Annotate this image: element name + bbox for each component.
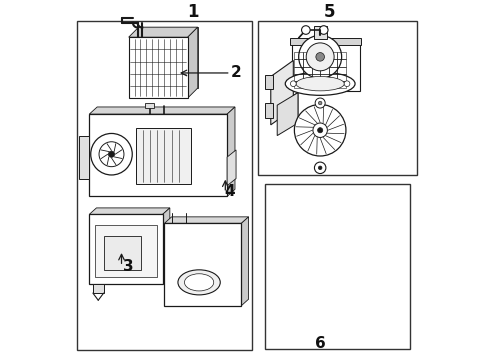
Bar xyxy=(329,67,337,74)
Polygon shape xyxy=(139,27,198,88)
Polygon shape xyxy=(78,136,89,179)
Bar xyxy=(337,74,346,81)
Bar xyxy=(303,81,312,88)
Circle shape xyxy=(108,151,115,157)
Polygon shape xyxy=(188,27,198,98)
Ellipse shape xyxy=(178,270,220,295)
Bar xyxy=(320,81,329,88)
Bar xyxy=(312,81,320,88)
Circle shape xyxy=(299,35,342,78)
Polygon shape xyxy=(227,150,236,186)
Polygon shape xyxy=(290,38,361,45)
Polygon shape xyxy=(93,284,103,293)
Bar xyxy=(165,223,242,306)
Bar xyxy=(95,225,157,277)
Bar xyxy=(265,103,272,118)
Bar xyxy=(337,59,346,67)
Bar xyxy=(329,74,337,81)
Bar xyxy=(337,67,346,74)
Bar xyxy=(265,75,272,89)
Bar xyxy=(337,52,346,59)
Circle shape xyxy=(316,53,324,61)
Polygon shape xyxy=(129,27,198,37)
Ellipse shape xyxy=(285,72,355,95)
Bar xyxy=(337,81,346,88)
Bar xyxy=(329,81,337,88)
Text: 1: 1 xyxy=(187,3,199,21)
Circle shape xyxy=(319,26,328,34)
Bar xyxy=(303,52,312,59)
Bar xyxy=(329,52,337,59)
Bar xyxy=(329,59,337,67)
Text: 4: 4 xyxy=(224,184,235,199)
Bar xyxy=(303,59,312,67)
Polygon shape xyxy=(165,217,248,223)
Circle shape xyxy=(318,101,322,105)
Circle shape xyxy=(301,26,310,34)
Polygon shape xyxy=(283,93,298,130)
Bar xyxy=(320,59,329,67)
Ellipse shape xyxy=(184,274,214,291)
Polygon shape xyxy=(242,217,248,306)
Bar xyxy=(136,129,191,184)
Polygon shape xyxy=(163,208,170,284)
Circle shape xyxy=(315,98,325,108)
Circle shape xyxy=(315,162,326,174)
Bar xyxy=(129,37,188,98)
Bar xyxy=(294,52,303,59)
Bar xyxy=(294,74,303,81)
Polygon shape xyxy=(271,60,294,125)
Polygon shape xyxy=(277,93,298,136)
Bar xyxy=(265,184,410,348)
Bar xyxy=(258,21,417,175)
Circle shape xyxy=(291,81,296,86)
Bar xyxy=(145,103,154,108)
Polygon shape xyxy=(89,208,170,214)
Bar xyxy=(312,74,320,81)
Text: 5: 5 xyxy=(323,3,335,21)
Bar xyxy=(312,67,320,74)
Bar xyxy=(320,74,329,81)
Bar xyxy=(89,214,163,284)
Bar xyxy=(303,74,312,81)
Circle shape xyxy=(318,128,323,133)
Circle shape xyxy=(91,134,132,175)
Circle shape xyxy=(313,123,327,138)
Bar xyxy=(77,21,252,350)
Bar xyxy=(294,81,303,88)
Text: 2: 2 xyxy=(231,66,242,81)
Text: 3: 3 xyxy=(123,259,134,274)
Circle shape xyxy=(306,43,334,71)
Circle shape xyxy=(294,104,346,156)
Bar xyxy=(294,67,303,74)
Ellipse shape xyxy=(296,77,344,91)
Polygon shape xyxy=(292,44,360,91)
Bar xyxy=(89,114,227,197)
Circle shape xyxy=(344,81,350,86)
Bar xyxy=(312,52,320,59)
Circle shape xyxy=(318,166,322,170)
Circle shape xyxy=(99,142,124,167)
Bar xyxy=(103,236,141,270)
Polygon shape xyxy=(89,107,235,114)
Text: 6: 6 xyxy=(315,336,325,351)
Bar xyxy=(320,67,329,74)
Bar xyxy=(303,67,312,74)
Polygon shape xyxy=(227,107,235,197)
Bar xyxy=(320,52,329,59)
Polygon shape xyxy=(314,26,327,39)
Bar xyxy=(312,59,320,67)
Bar xyxy=(294,59,303,67)
